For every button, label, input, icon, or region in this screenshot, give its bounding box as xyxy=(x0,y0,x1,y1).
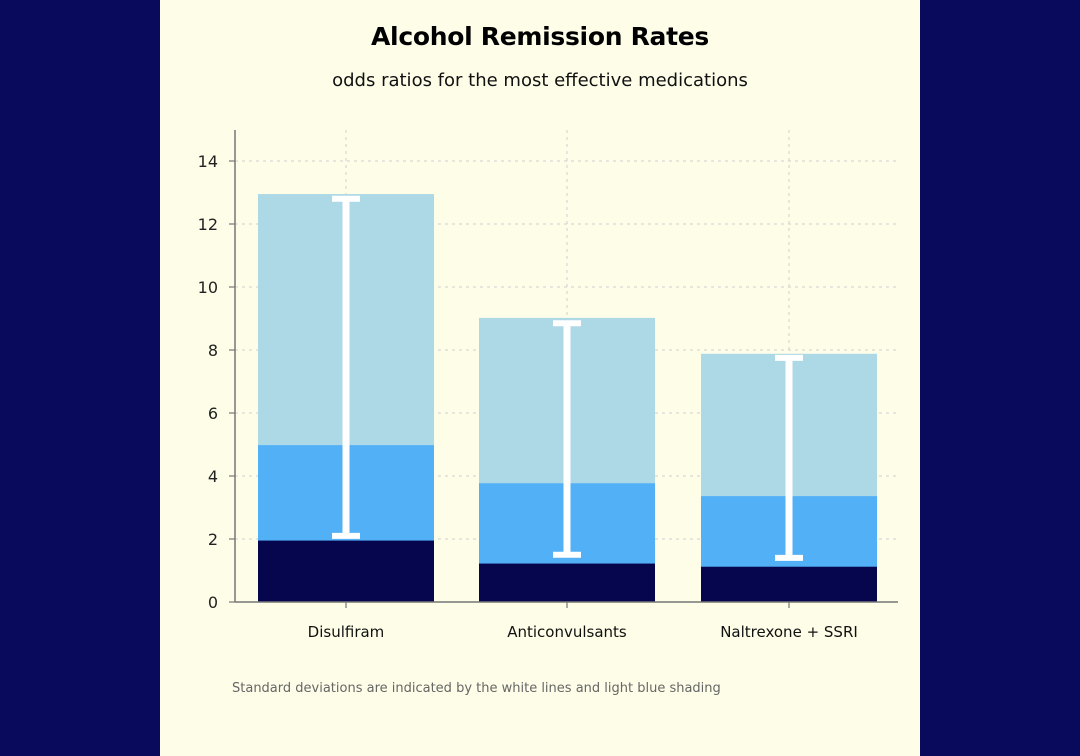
x-tick-label: Anticonvulsants xyxy=(507,623,627,641)
y-tick-label: 2 xyxy=(208,530,218,549)
y-tick-label: 0 xyxy=(208,593,218,612)
y-tick-label: 12 xyxy=(198,215,218,234)
y-tick-label: 4 xyxy=(208,467,218,486)
bar-lower xyxy=(479,563,655,602)
chart-subtitle: odds ratios for the most effective medic… xyxy=(332,70,748,91)
chart-title: Alcohol Remission Rates xyxy=(371,22,709,51)
x-tick-label: Naltrexone + SSRI xyxy=(720,623,858,641)
y-tick-label: 14 xyxy=(198,152,218,171)
error-bar-layer xyxy=(332,195,803,561)
y-tick-label: 6 xyxy=(208,404,218,423)
bar-lower xyxy=(701,566,877,602)
chart-note: Standard deviations are indicated by the… xyxy=(232,681,721,696)
x-tick-label: Disulfiram xyxy=(308,623,385,641)
y-tick-label: 8 xyxy=(208,341,218,360)
axis-layer: 0 2 4 6 8 10 12 14 Disulfiram Anticonvulsants Nalt… xyxy=(198,130,898,641)
y-tick-label: 10 xyxy=(198,278,218,297)
bar-lower xyxy=(258,540,434,602)
